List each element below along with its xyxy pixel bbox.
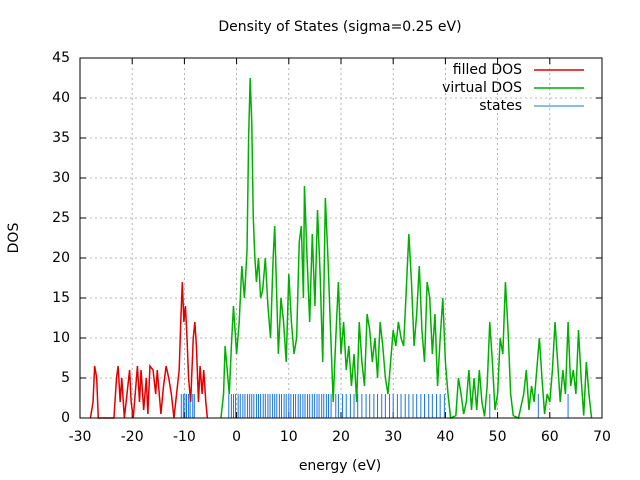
- dos-line: [220, 77, 593, 420]
- x-tick-label: 10: [280, 429, 298, 445]
- y-tick-label: 0: [61, 410, 70, 426]
- y-tick-label: 15: [52, 290, 70, 306]
- y-tick-label: 5: [61, 370, 70, 386]
- x-tick-label: 20: [332, 429, 350, 445]
- chart-title: Density of States (sigma=0.25 eV): [218, 19, 461, 35]
- legend-label: virtual DOS: [442, 80, 522, 96]
- x-tick-label: 50: [489, 429, 507, 445]
- y-tick-label: 35: [52, 130, 70, 146]
- legend-label: states: [479, 98, 522, 114]
- y-tick-label: 40: [52, 90, 70, 106]
- x-tick-label: -30: [69, 429, 92, 445]
- plot-border: [79, 57, 603, 419]
- y-tick-label: 10: [52, 330, 70, 346]
- x-tick-label: -20: [121, 429, 144, 445]
- x-tick-label: 60: [541, 429, 559, 445]
- y-tick-label: 20: [52, 250, 70, 266]
- dos-line: [89, 281, 209, 419]
- y-axis-label: DOS: [6, 223, 22, 254]
- x-axis-label: energy (eV): [299, 458, 381, 474]
- x-tick-label: 30: [384, 429, 402, 445]
- x-tick-label: 0: [232, 429, 241, 445]
- y-tick-label: 25: [52, 210, 70, 226]
- legend-label: filled DOS: [453, 62, 522, 78]
- x-tick-label: 70: [593, 429, 611, 445]
- x-tick-label: -10: [173, 429, 196, 445]
- x-tick-label: 40: [436, 429, 454, 445]
- y-tick-label: 30: [52, 170, 70, 186]
- y-tick-label: 45: [52, 50, 70, 66]
